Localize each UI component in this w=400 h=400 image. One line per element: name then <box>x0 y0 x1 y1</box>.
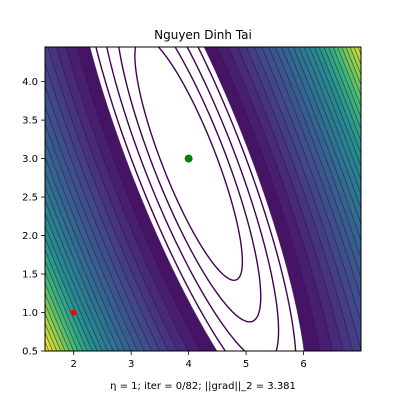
y-tick-label: 2.0 <box>22 231 38 242</box>
x-tick-label: 3 <box>128 359 134 370</box>
contour-line <box>65 47 334 351</box>
contour-line <box>106 47 280 351</box>
minimum-point <box>184 154 193 163</box>
contour-line <box>47 47 354 351</box>
x-axis-ticks: 2 3 4 5 6 <box>71 351 307 370</box>
y-tick-label: 3.0 <box>22 154 38 165</box>
y-tick-label: 3.5 <box>22 116 38 127</box>
x-tick-label: 5 <box>243 359 249 370</box>
contour-line <box>95 47 297 351</box>
y-tick-label: 1.0 <box>22 308 38 319</box>
points <box>70 154 193 316</box>
x-tick-label: 4 <box>185 359 191 370</box>
x-tick-label: 2 <box>71 359 77 370</box>
contour-line <box>55 47 344 351</box>
y-tick-label: 2.5 <box>22 193 38 204</box>
x-axis-label: η = 1; iter = 0/82; ||grad||_2 = 3.381 <box>110 381 296 392</box>
chart-title: Nguyen Dinh Tai <box>154 28 252 42</box>
y-tick-label: 4.0 <box>22 77 38 88</box>
y-tick-label: 1.5 <box>22 270 38 281</box>
y-tick-label: 0.5 <box>22 347 38 358</box>
y-axis-ticks: 0.5 1.0 1.5 2.0 2.5 3.0 3.5 4.0 <box>22 77 45 358</box>
contour-center-region <box>89 47 305 351</box>
contour-line <box>118 47 262 323</box>
current-point <box>70 309 77 316</box>
x-tick-label: 6 <box>300 359 306 370</box>
contour-line <box>76 47 321 351</box>
axes-frame <box>44 46 362 352</box>
contour-line <box>89 47 305 351</box>
contour-line <box>134 47 244 281</box>
